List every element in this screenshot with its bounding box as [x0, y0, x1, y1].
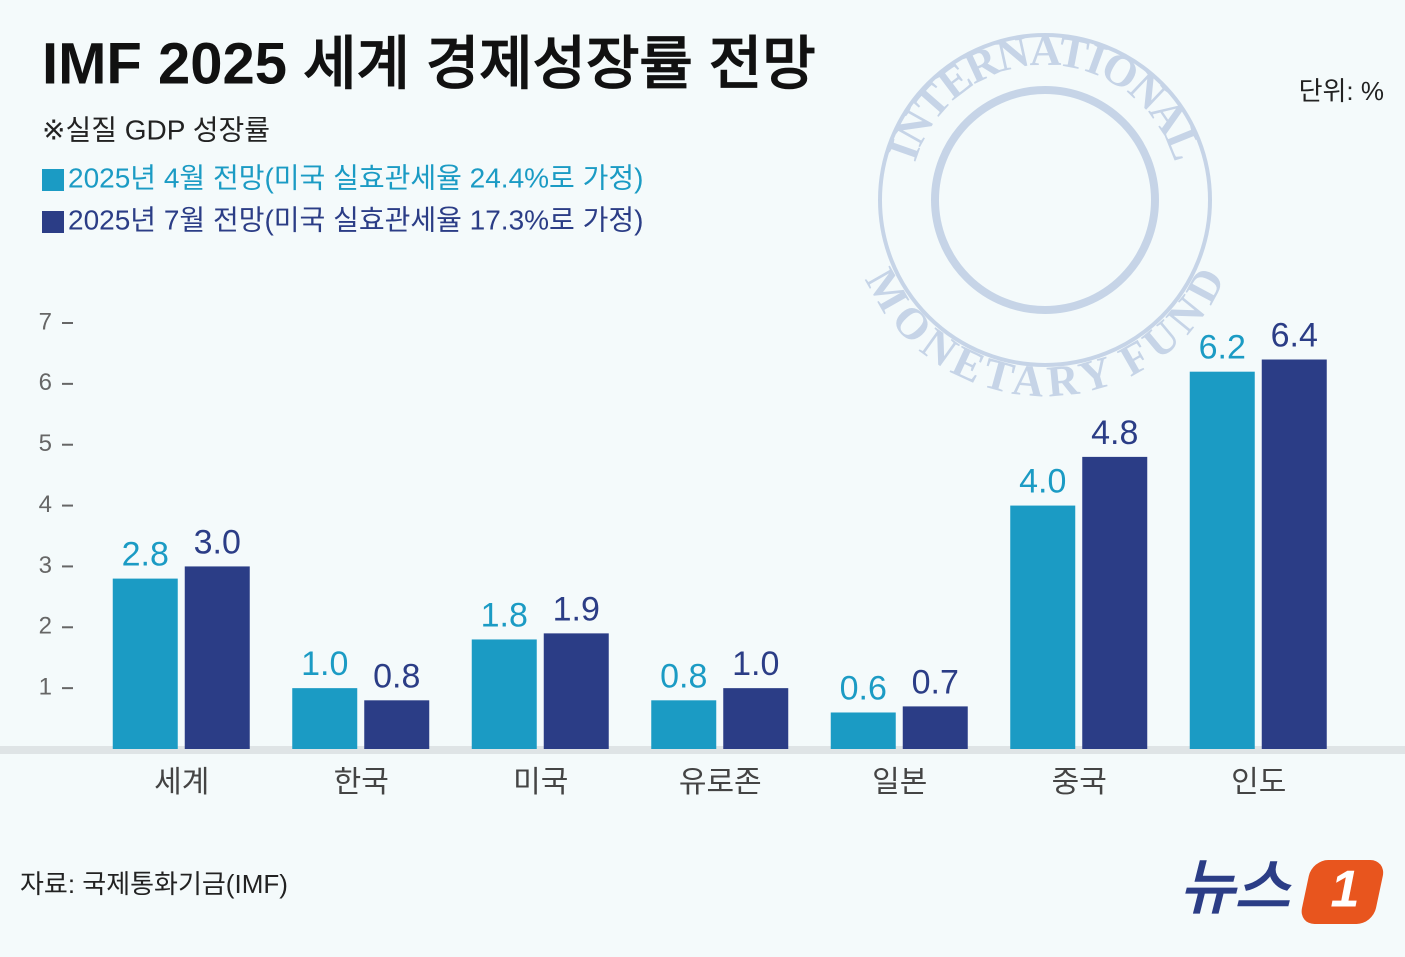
- legend-swatch: [42, 169, 64, 191]
- bar: [723, 688, 789, 749]
- logo-text: 뉴스: [1180, 854, 1293, 921]
- value-label: 1.0: [732, 645, 779, 683]
- y-tick-label: 2: [39, 613, 52, 640]
- value-label: 4.0: [1019, 463, 1066, 501]
- logo-mark: 1: [1331, 861, 1360, 919]
- x-tick-label: 유로존: [679, 766, 762, 799]
- value-label: 1.9: [553, 590, 600, 628]
- x-tick-label: 미국: [513, 766, 568, 799]
- logo-badge: [1301, 860, 1384, 924]
- bar: [1261, 359, 1327, 749]
- y-tick-label: 7: [39, 308, 52, 335]
- x-tick-label: 일본: [872, 766, 927, 799]
- bar: [184, 566, 250, 749]
- value-label: 4.8: [1091, 414, 1138, 452]
- x-tick-label: 한국: [334, 766, 389, 799]
- bar: [1010, 505, 1076, 749]
- bar: [364, 700, 430, 749]
- x-tick-label: 세계: [154, 766, 209, 799]
- value-label: 1.0: [301, 645, 348, 683]
- bar: [1082, 456, 1148, 749]
- source: 자료: 국제통화기금(IMF): [20, 869, 288, 899]
- x-tick-label: 중국: [1052, 766, 1107, 799]
- seal-ring: [878, 33, 1212, 367]
- x-tick-label: 인도: [1231, 766, 1286, 799]
- bar: [543, 633, 609, 749]
- subtitle: ※실질 GDP 성장률: [42, 114, 270, 145]
- bar: [471, 639, 537, 749]
- value-label: 6.2: [1199, 329, 1246, 367]
- baseline: [0, 746, 1405, 754]
- value-label: 3.0: [194, 523, 241, 561]
- bar: [902, 706, 968, 749]
- value-label: 1.8: [481, 596, 528, 634]
- value-label: 6.4: [1271, 316, 1318, 354]
- legend-label: 2025년 7월 전망(미국 실효관세율 17.3%로 가정): [68, 204, 643, 235]
- y-tick-label: 3: [39, 552, 52, 579]
- value-label: 0.8: [660, 657, 707, 695]
- value-label: 0.7: [912, 663, 959, 701]
- value-label: 0.6: [840, 669, 887, 707]
- legend-label: 2025년 4월 전망(미국 실효관세율 24.4%로 가정): [68, 162, 643, 193]
- chart-title: IMF 2025 세계 경제성장률 전망: [42, 31, 816, 96]
- bar: [1189, 371, 1255, 749]
- bar: [292, 688, 358, 749]
- bar: [112, 578, 178, 749]
- value-label: 2.8: [122, 536, 169, 574]
- y-tick-label: 5: [39, 430, 52, 457]
- bar: [651, 700, 717, 749]
- y-tick-label: 6: [39, 369, 52, 396]
- bar: [830, 712, 896, 749]
- y-tick-label: 4: [39, 491, 52, 518]
- legend-swatch: [42, 211, 64, 233]
- value-label: 0.8: [373, 657, 420, 695]
- unit: 단위: %: [1299, 76, 1384, 106]
- y-tick-label: 1: [39, 673, 52, 700]
- seal-globe: [931, 86, 1159, 314]
